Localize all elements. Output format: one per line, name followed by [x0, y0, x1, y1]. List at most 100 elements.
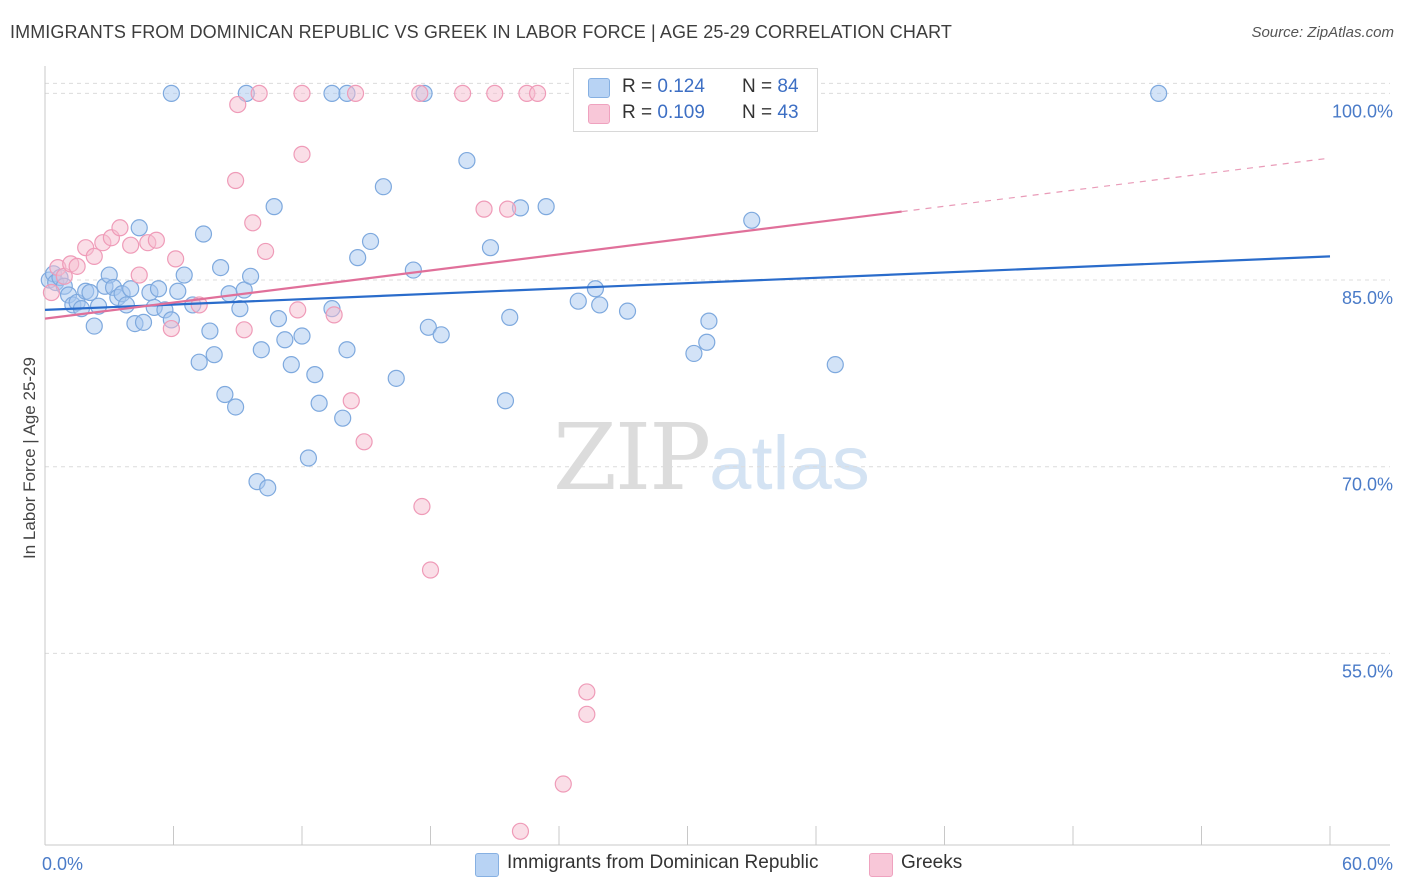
data-point-greek: [411, 84, 429, 102]
trend-line-dominican: [44, 255, 1331, 312]
data-point-dominican: [122, 280, 140, 298]
data-point-dominican: [306, 366, 324, 384]
data-point-dominican: [685, 344, 703, 363]
data-point-dominican: [481, 239, 500, 257]
axes-layer: [44, 66, 1390, 846]
trend-line-greek-projection: [901, 157, 1331, 213]
data-point-greek: [229, 95, 247, 114]
data-point-dominican: [404, 261, 422, 279]
legend-r-label: R =: [622, 102, 658, 123]
legend-r-value: 0.124: [657, 76, 705, 97]
data-point-dominican: [349, 249, 367, 267]
y-tick-label: 55.0%: [1342, 661, 1393, 681]
y-axis-title: In Labor Force | Age 25-29: [20, 357, 39, 559]
trend-line-greek: [44, 210, 902, 320]
data-point-dominican: [276, 331, 294, 349]
data-point-dominican: [334, 409, 352, 427]
data-point-dominican: [432, 326, 450, 344]
data-point-dominican: [212, 258, 230, 277]
data-point-greek: [355, 433, 373, 451]
data-point-greek: [227, 171, 245, 190]
data-point-dominican: [216, 385, 234, 404]
data-point-greek: [167, 250, 185, 268]
data-point-dominican: [81, 283, 99, 302]
data-point-dominican: [220, 285, 238, 303]
legend-n-label: N =: [742, 76, 778, 97]
trend-layer: [44, 157, 1331, 320]
data-point-greek: [293, 145, 311, 163]
data-point-dominican: [282, 356, 300, 374]
data-point-dominican: [458, 151, 476, 170]
data-point-dominican: [149, 280, 168, 298]
data-point-greek: [250, 84, 268, 102]
legend-r-value: 0.109: [657, 102, 705, 123]
data-point-greek: [235, 321, 253, 339]
data-point-greek: [122, 236, 140, 254]
chart-source: Source: ZipAtlas.com: [1251, 24, 1394, 41]
data-point-greek: [256, 242, 275, 261]
data-point-greek: [578, 705, 596, 723]
data-point-dominican: [269, 310, 288, 328]
data-point-greek: [162, 319, 180, 338]
data-point-greek: [342, 392, 360, 410]
x-tick-label: 0.0%: [42, 854, 83, 874]
data-point-dominican: [231, 300, 249, 318]
data-point-greek: [413, 497, 431, 516]
data-point-dominican: [190, 353, 208, 371]
data-point-dominican: [205, 346, 223, 364]
data-point-dominican: [700, 312, 718, 330]
data-point-dominican: [299, 449, 318, 467]
legend-n-value: 43: [777, 102, 799, 123]
data-point-dominican: [537, 198, 555, 216]
data-point-dominican: [618, 302, 637, 320]
data-point-dominican: [175, 266, 193, 284]
y-tick-label: 85.0%: [1342, 288, 1393, 308]
data-point-dominican: [201, 322, 219, 340]
bottom-legend-label-series1: Immigrants from Dominican Republic: [507, 852, 819, 873]
data-point-dominican: [387, 369, 405, 387]
data-point-dominican: [586, 280, 605, 298]
data-point-dominican: [826, 356, 844, 374]
data-point-greek: [578, 683, 596, 701]
data-point-greek: [130, 266, 148, 284]
grid-layer: [45, 82, 1390, 654]
data-point-dominican: [374, 178, 392, 196]
data-point-greek: [244, 214, 262, 232]
watermark-atlas: atlas: [709, 421, 870, 506]
bottom-legend-label-series2: Greeks: [901, 852, 963, 873]
data-point-dominican: [194, 225, 213, 243]
watermark-zip: ZIP: [553, 404, 711, 511]
data-point-greek: [325, 306, 343, 324]
data-point-greek: [454, 84, 472, 102]
data-point-greek: [111, 219, 129, 237]
data-point-greek: [486, 84, 504, 102]
points-layer: [40, 84, 1168, 840]
data-point-greek: [554, 775, 572, 793]
data-point-dominican: [496, 392, 515, 410]
data-point-dominican: [162, 84, 180, 102]
legend-swatch-pink: [588, 104, 610, 124]
x-tick-label: 60.0%: [1342, 854, 1393, 874]
watermark: ZIPatlas: [553, 404, 870, 511]
data-point-dominican: [265, 198, 283, 216]
data-point-dominican: [323, 84, 341, 102]
data-point-dominican: [252, 341, 270, 359]
bottom-legend-swatch-pink: [869, 853, 893, 877]
legend-n-value: 84: [777, 76, 799, 97]
data-point-greek: [499, 200, 517, 218]
data-point-dominican: [89, 297, 108, 315]
data-point-dominican: [338, 341, 356, 359]
data-point-dominican: [134, 313, 153, 331]
data-point-dominican: [698, 333, 716, 351]
data-point-greek: [147, 231, 165, 249]
data-point-greek: [68, 257, 86, 275]
data-point-dominican: [591, 296, 609, 314]
data-point-greek: [528, 84, 547, 102]
legend-swatch-blue: [588, 78, 610, 98]
data-point-dominican: [259, 479, 277, 497]
data-point-greek: [293, 84, 311, 102]
data-point-dominican: [743, 211, 761, 229]
data-point-greek: [421, 561, 440, 579]
data-point-greek: [42, 283, 61, 302]
